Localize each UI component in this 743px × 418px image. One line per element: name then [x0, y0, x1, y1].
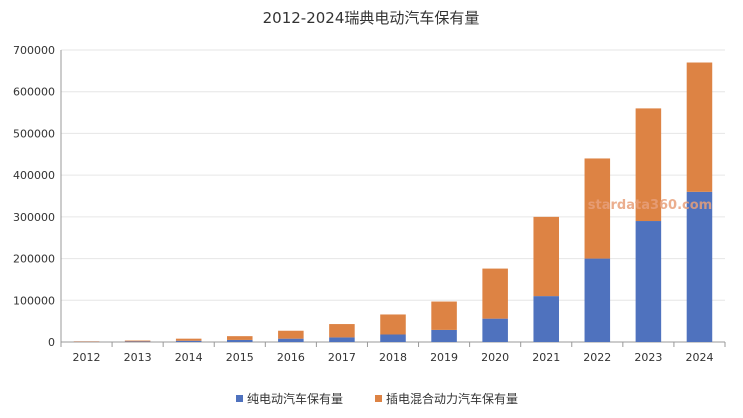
y-tick-label: 0 [48, 336, 55, 349]
y-tick-label: 400000 [13, 169, 55, 182]
bar-phev-2024 [686, 62, 713, 192]
bar-phev-2020 [482, 268, 508, 319]
bar-phev-2013 [124, 340, 151, 342]
bar-bev-2019 [431, 329, 457, 342]
chart-title: 2012-2024瑞典电动汽车保有量 [263, 9, 480, 27]
legend-swatch [236, 395, 243, 402]
bar-phev-2015 [227, 336, 253, 340]
bars [73, 62, 713, 342]
x-tick-label: 2014 [175, 351, 203, 364]
watermark: stardata360.com [588, 198, 712, 213]
legend-item-label: 纯电动汽车保有量 [247, 391, 343, 406]
bar-bev-2021 [533, 296, 559, 342]
bar-bev-2013 [124, 341, 151, 342]
bar-bev-2022 [584, 258, 611, 342]
y-tick-label: 300000 [13, 211, 55, 224]
bar-phev-2021 [533, 216, 559, 297]
bar-phev-2019 [431, 301, 457, 330]
y-tick-label: 600000 [13, 86, 55, 99]
x-tick-label: 2018 [379, 351, 407, 364]
y-axis: 0 100000 200000 300000 400000 500000 600000 700… [13, 44, 62, 349]
bar-phev-2017 [329, 324, 355, 338]
x-tick-label: 2012 [73, 351, 101, 364]
bar-bev-2014 [175, 340, 202, 342]
x-tick-label: 2024 [685, 351, 713, 364]
y-tick-label: 500000 [13, 127, 55, 140]
x-tick-label: 2023 [634, 351, 662, 364]
bar-phev-2018 [380, 314, 406, 335]
x-axis: 2012 2013 2014 2015 2016 2017 2018 2019 2020 2021… [60, 342, 726, 364]
x-tick-label: 2021 [532, 351, 560, 364]
bar-bev-2015 [227, 339, 253, 342]
y-tick-label: 200000 [13, 253, 55, 266]
x-tick-label: 2016 [277, 351, 305, 364]
legend-item-label: 插电混合动力汽车保有量 [386, 391, 518, 406]
y-tick-label: 100000 [13, 294, 55, 307]
x-tick-label: 2015 [226, 351, 254, 364]
x-tick-label: 2019 [430, 351, 458, 364]
bar-phev-2016 [278, 330, 304, 339]
bar-bev-2017 [329, 337, 355, 342]
bar-phev-2023 [635, 108, 662, 222]
x-tick-label: 2013 [124, 351, 152, 364]
y-tick-label: 700000 [13, 44, 55, 57]
legend-swatch [375, 395, 382, 402]
bar-bev-2023 [635, 221, 662, 342]
bar-phev-2014 [175, 338, 202, 341]
bar-bev-2018 [380, 334, 406, 342]
x-tick-label: 2020 [481, 351, 509, 364]
bar-phev-2022 [584, 158, 611, 259]
legend: 纯电动汽车保有量 插电混合动力汽车保有量 [236, 391, 518, 406]
bar-bev-2020 [482, 318, 508, 342]
x-tick-label: 2017 [328, 351, 356, 364]
bar-bev-2016 [278, 338, 304, 342]
x-tick-label: 2022 [583, 351, 611, 364]
bar-bev-2024 [686, 191, 713, 342]
gridlines [61, 49, 725, 343]
